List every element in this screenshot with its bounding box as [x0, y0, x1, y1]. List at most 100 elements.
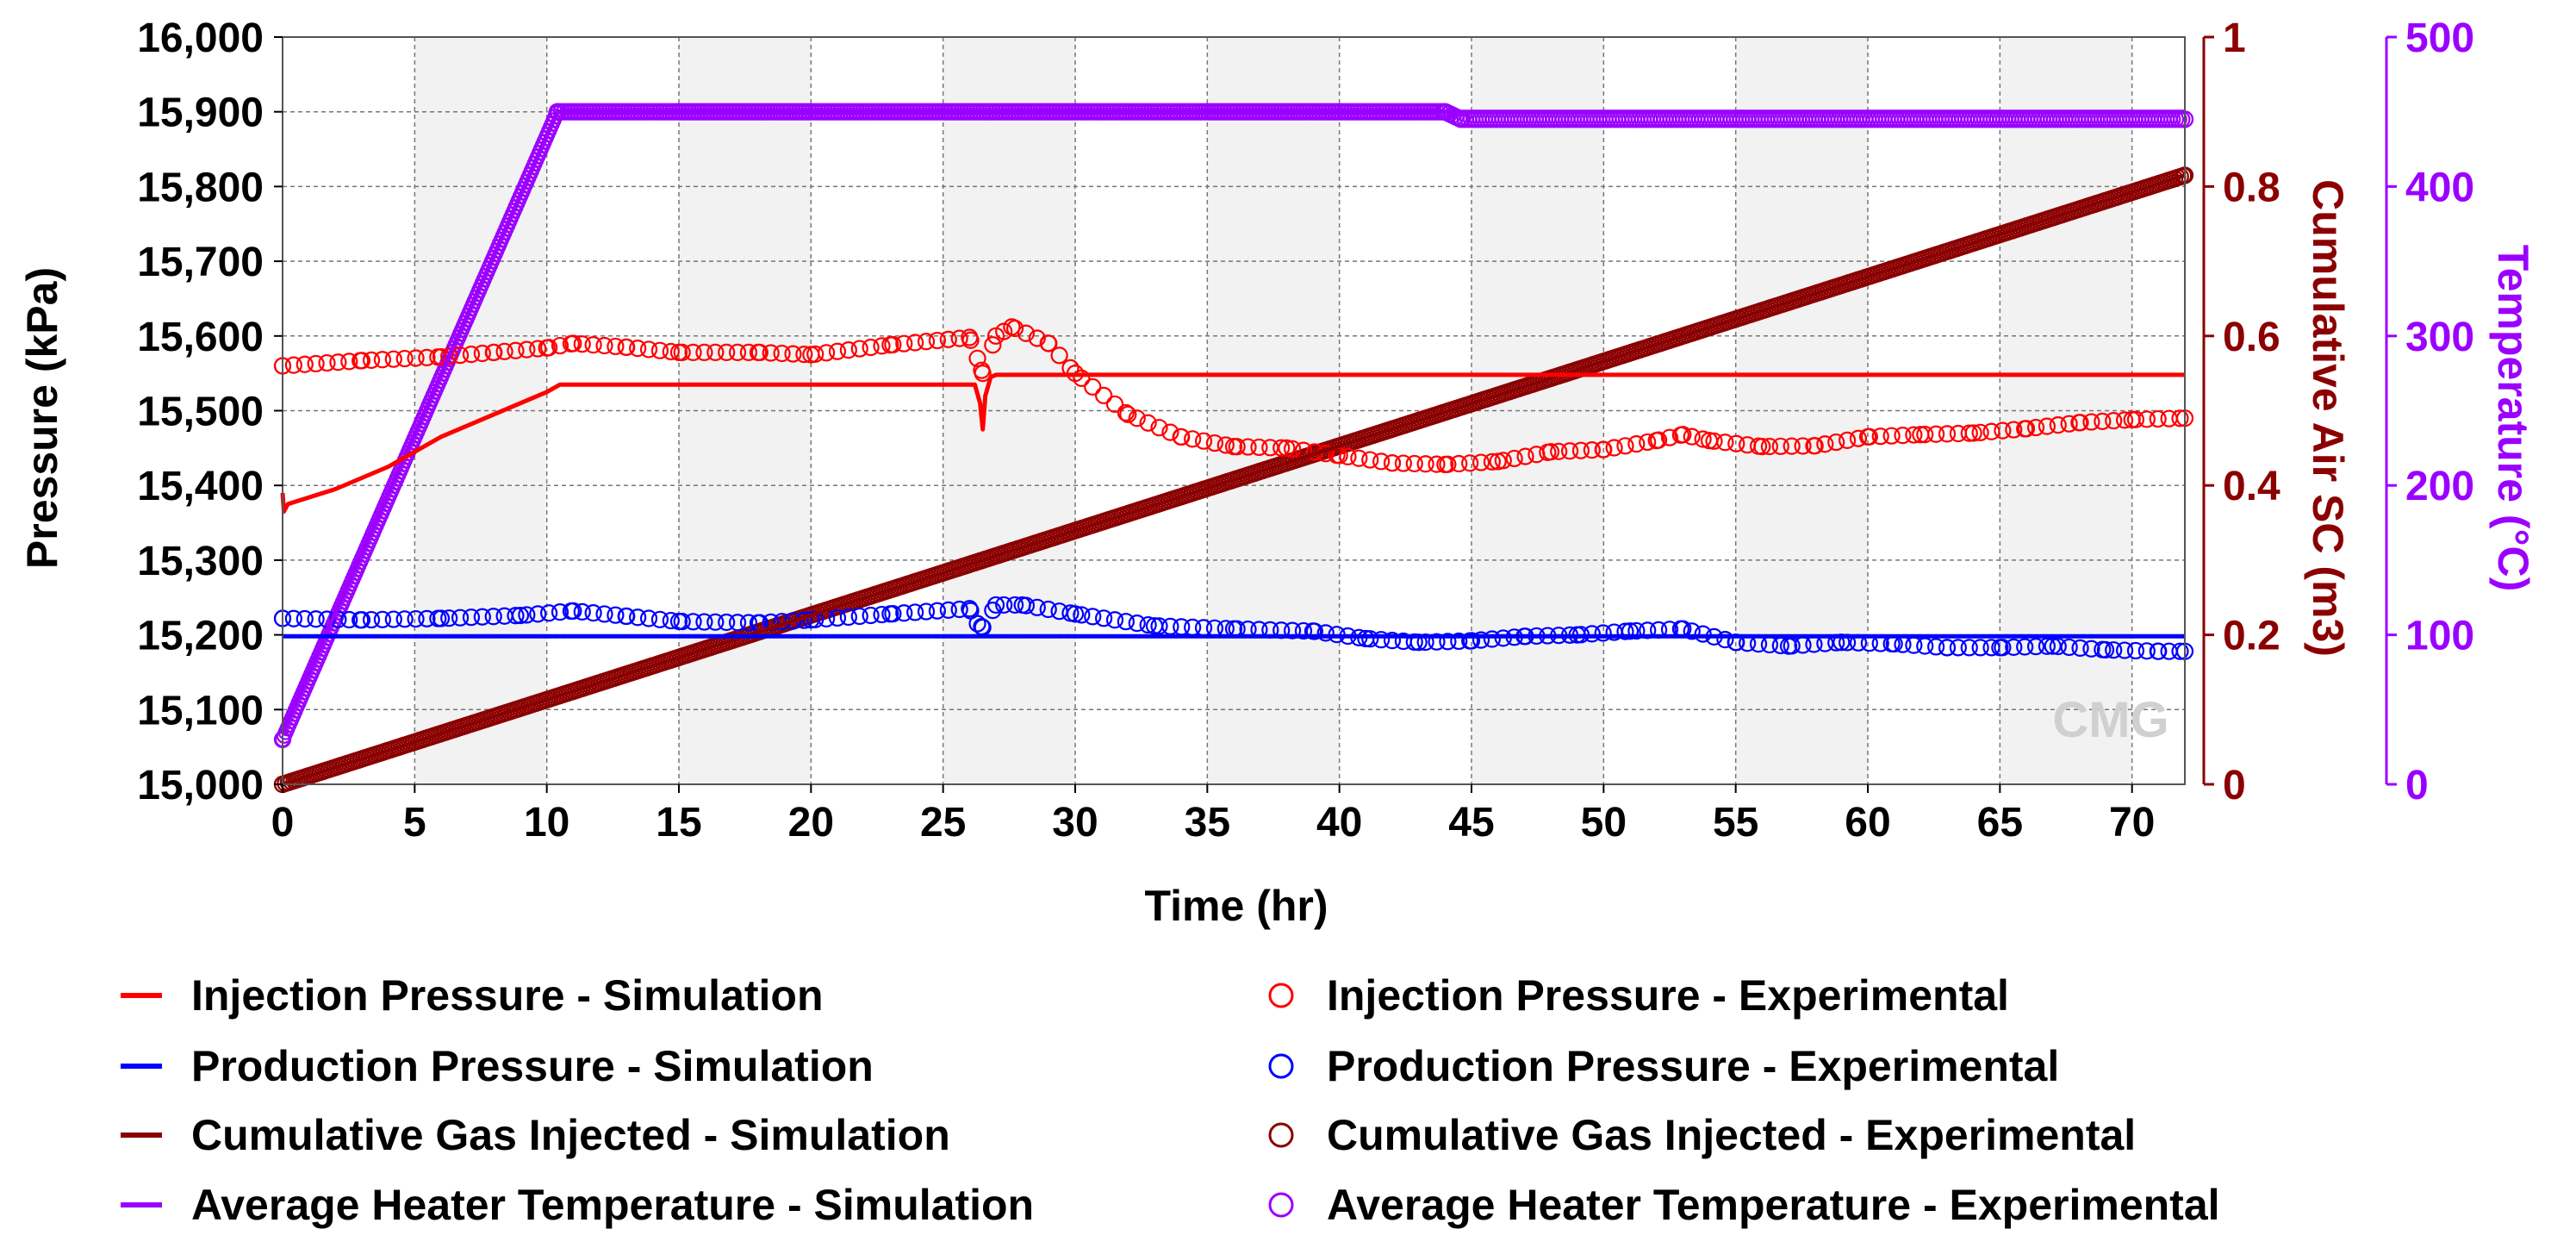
data-point — [968, 615, 986, 633]
data-point — [828, 608, 847, 627]
right-axis-title-temperature: Temperature (°C) — [2489, 245, 2537, 591]
data-point — [718, 343, 736, 361]
data-point — [2126, 641, 2145, 660]
data-point — [384, 350, 402, 368]
legend-label: Injection Pressure - Experimental — [1327, 971, 2009, 1020]
data-point — [1428, 633, 1446, 651]
data-point — [284, 609, 302, 627]
data-point — [1627, 435, 1646, 453]
data-point — [1806, 437, 1824, 455]
data-point — [749, 343, 768, 361]
data-point — [961, 600, 979, 618]
x-tick-label: 10 — [524, 800, 569, 846]
data-point — [1005, 596, 1024, 615]
data-point — [1894, 427, 1912, 445]
data-point — [451, 608, 470, 627]
left-y-tick-label: 15,900 — [137, 90, 264, 136]
legend-label: Production Pressure - Simulation — [191, 1042, 874, 1090]
legend-label: Average Heater Temperature - Simulation — [191, 1181, 1034, 1229]
data-point — [1139, 414, 1157, 432]
data-point — [2038, 417, 2056, 435]
data-point — [639, 609, 658, 627]
data-point — [1150, 419, 1168, 437]
x-tick-label: 5 — [403, 800, 426, 846]
data-point — [329, 353, 347, 371]
data-point — [862, 606, 880, 625]
data-point — [802, 346, 820, 364]
data-point — [1960, 424, 1978, 442]
data-point — [2094, 412, 2112, 430]
data-point — [1105, 611, 1124, 629]
data-point — [1727, 434, 1745, 452]
data-point — [1294, 621, 1313, 640]
data-point — [1783, 437, 1801, 455]
data-point — [1084, 608, 1102, 626]
data-point — [1472, 631, 1490, 649]
data-point — [1483, 452, 1502, 471]
data-point — [1040, 334, 1058, 353]
left-y-tick-label: 15,200 — [137, 614, 264, 659]
data-point — [440, 347, 458, 365]
data-point — [873, 605, 891, 624]
data-point — [906, 603, 924, 621]
data-point — [1858, 427, 1877, 446]
data-point — [2016, 638, 2034, 656]
data-point — [1450, 454, 1468, 473]
data-point — [995, 596, 1013, 615]
data-point — [2096, 640, 2115, 659]
right-axis-air-tick-label: 1 — [2223, 16, 2246, 61]
data-point — [1472, 453, 1490, 471]
data-point — [1383, 632, 1402, 650]
data-point — [1583, 441, 1601, 459]
data-point — [1683, 427, 1701, 446]
data-point — [384, 610, 402, 628]
data-point — [1991, 639, 2009, 657]
data-point — [296, 355, 314, 373]
data-point — [2070, 414, 2088, 432]
data-point — [1250, 438, 1268, 457]
x-axis-title: Time (hr) — [1145, 882, 1328, 930]
plot-band — [679, 37, 812, 784]
data-point — [1505, 449, 1523, 468]
data-point — [1594, 624, 1612, 642]
data-point — [318, 353, 336, 372]
plot-band — [1472, 37, 1604, 784]
data-point — [296, 609, 314, 628]
data-point — [1882, 427, 1901, 445]
x-tick-label: 55 — [1713, 800, 1758, 846]
data-point — [2005, 638, 2023, 656]
data-point — [1927, 638, 1945, 656]
data-point — [662, 342, 680, 361]
data-point — [1550, 442, 1568, 460]
data-point — [462, 346, 481, 364]
data-point — [529, 605, 547, 623]
right-axis-air-tick-label: 0.6 — [2223, 315, 2280, 360]
x-tick-label: 65 — [1977, 800, 2023, 846]
data-point — [662, 611, 680, 630]
data-point — [2105, 641, 2123, 659]
data-point — [2171, 409, 2189, 427]
data-point — [739, 343, 758, 361]
data-point — [1912, 426, 1930, 444]
data-point — [986, 327, 1005, 345]
data-point — [540, 604, 558, 622]
x-tick-label: 50 — [1581, 800, 1627, 846]
data-point — [1361, 451, 1379, 469]
plot-band — [1207, 37, 1340, 784]
data-point — [706, 613, 725, 631]
data-point — [1605, 439, 1623, 457]
data-point — [418, 348, 436, 366]
data-point — [440, 609, 458, 627]
left-y-tick-label: 15,600 — [137, 315, 264, 360]
data-point — [881, 605, 899, 623]
x-tick-label: 45 — [1448, 800, 1494, 846]
data-point — [485, 343, 503, 361]
data-point — [352, 611, 371, 629]
data-point — [1753, 438, 1771, 456]
right-axis-air-tick-label: 0.4 — [2223, 464, 2280, 509]
data-point — [1560, 442, 1579, 460]
data-point — [1971, 639, 1989, 657]
data-point — [307, 354, 325, 373]
data-point — [395, 349, 414, 368]
data-point — [1827, 433, 1845, 452]
